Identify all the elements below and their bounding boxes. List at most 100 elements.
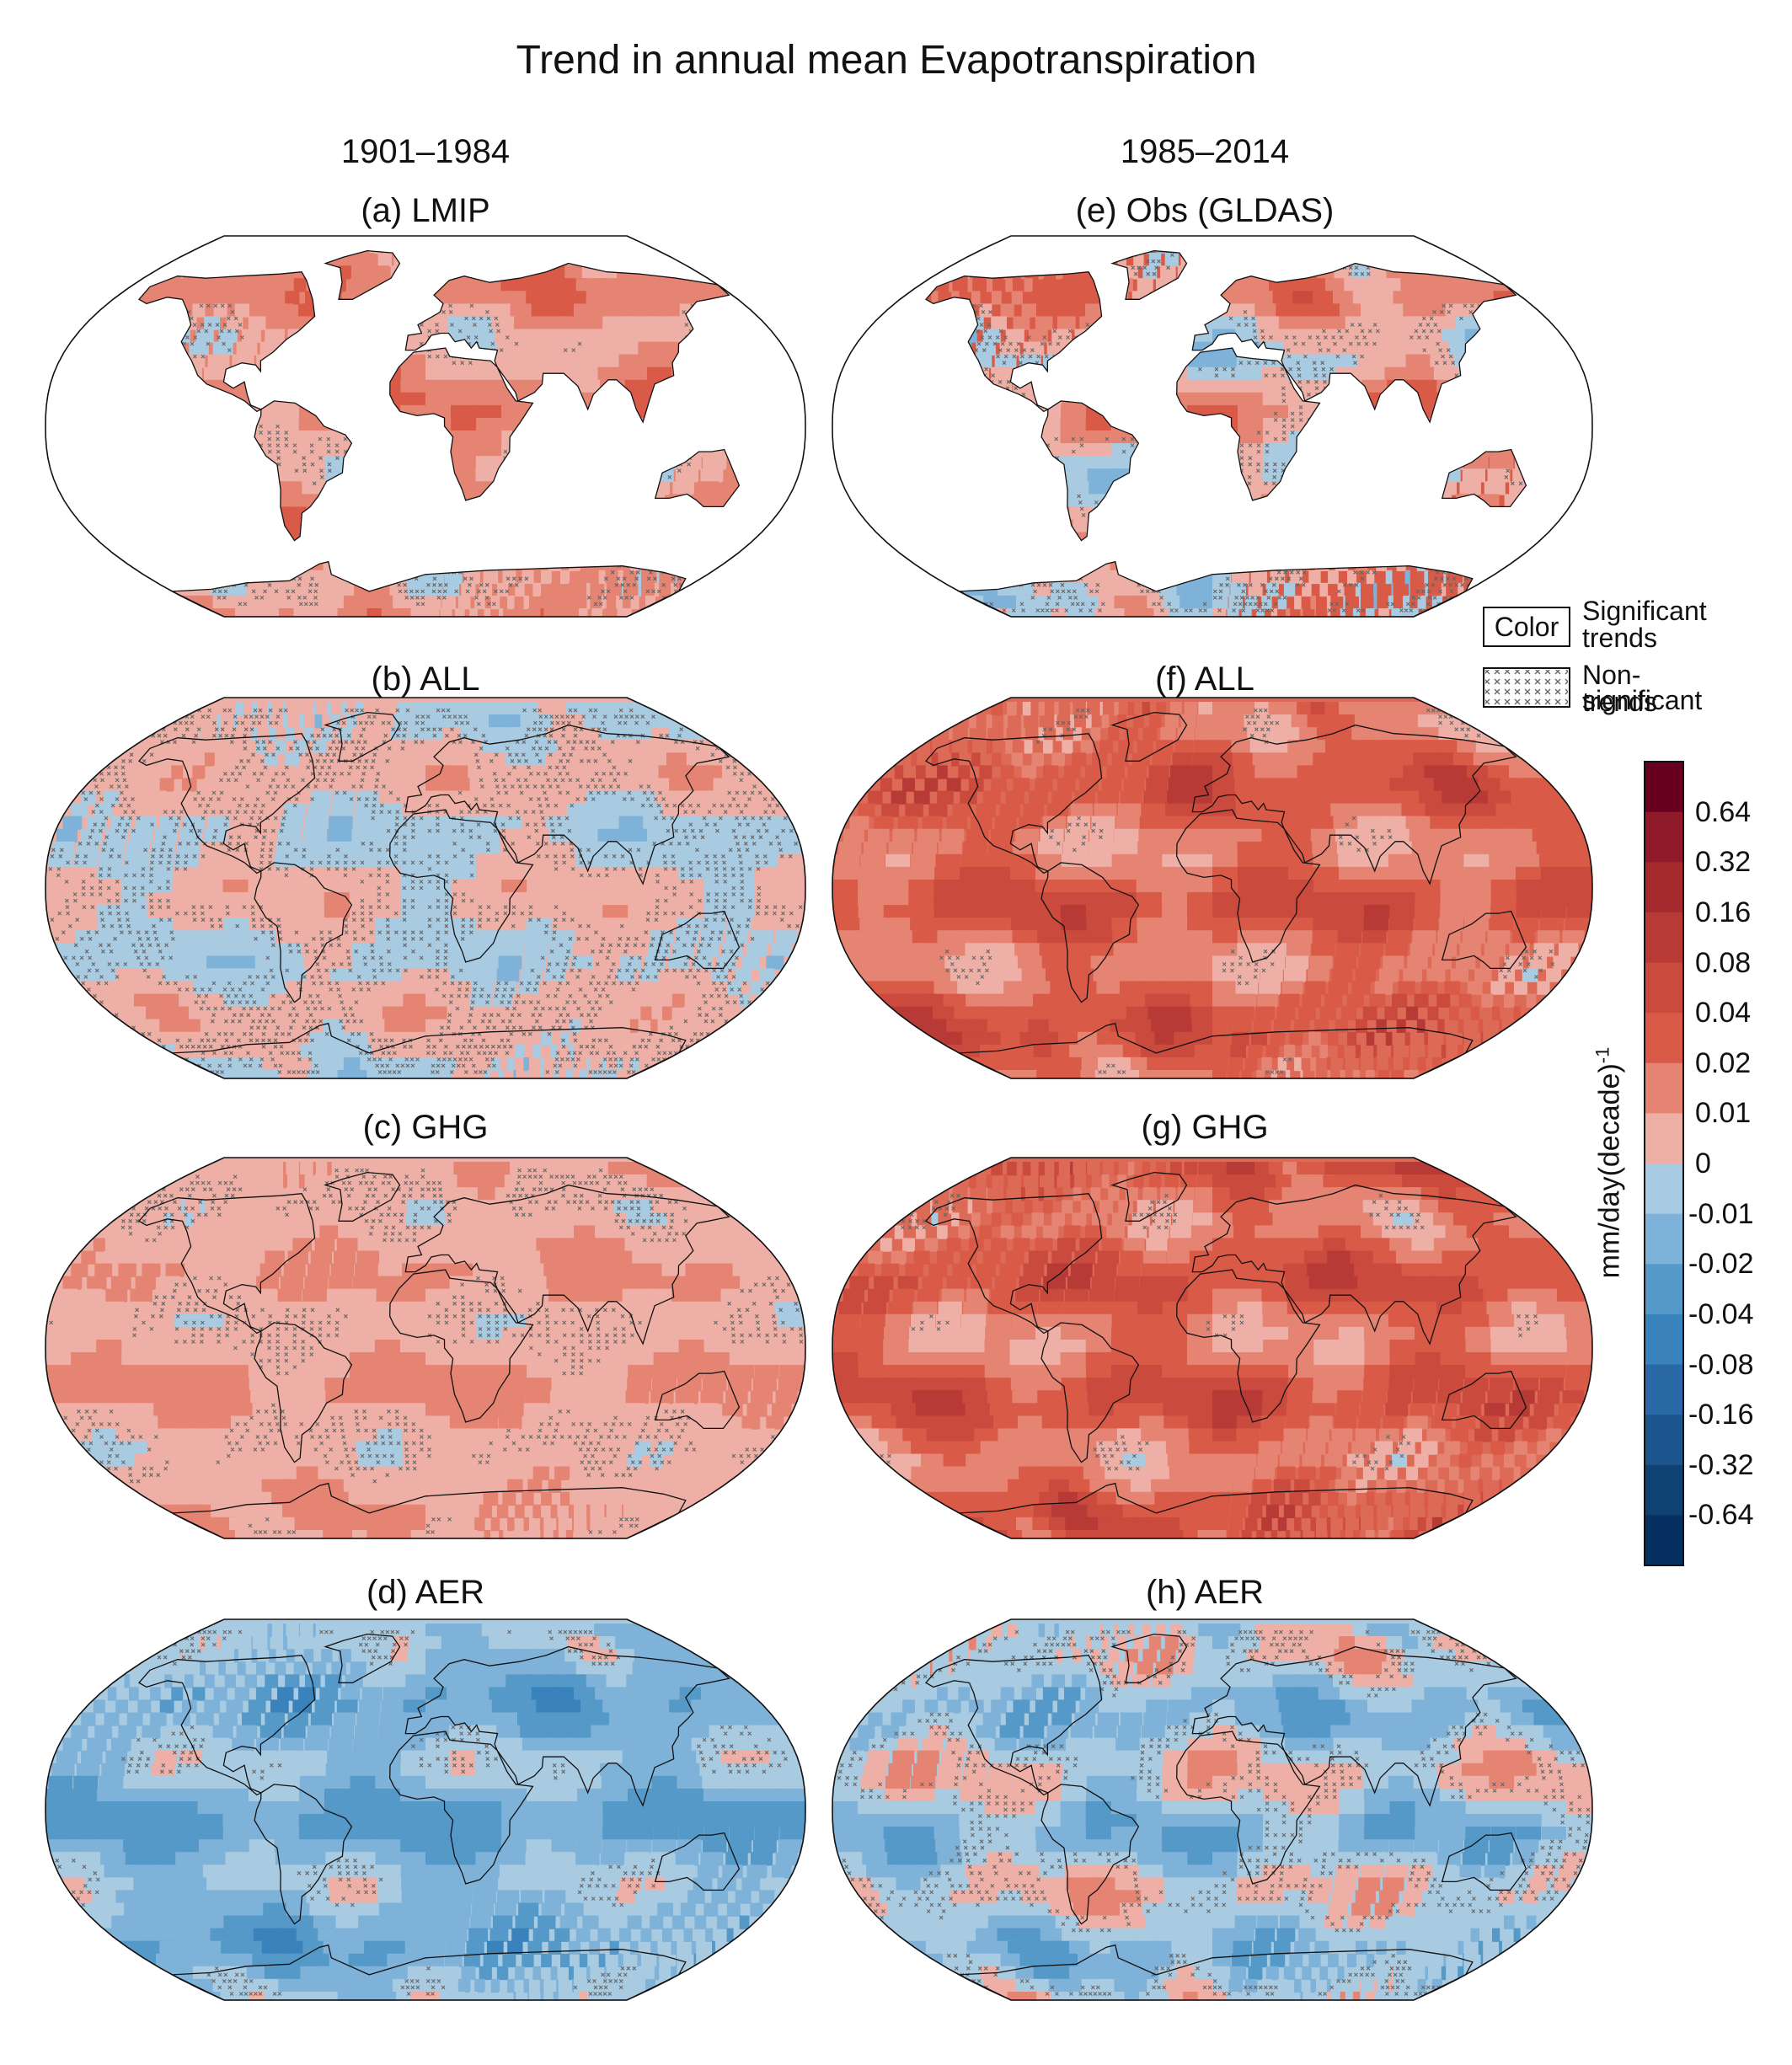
coastline-samerica (254, 1784, 353, 1925)
colorbar-segment (1645, 1013, 1683, 1064)
map-panel-a (45, 235, 806, 618)
coastline-namerica (137, 733, 316, 875)
coastline-greenland (324, 1171, 401, 1222)
trend-field-h (832, 1619, 1592, 2000)
panel-title-h: (h) AER (1145, 1574, 1265, 1611)
colorbar-tick-label: 0 (1695, 1148, 1711, 1180)
coastline-australia (1441, 910, 1527, 970)
coastline-eurasia (1191, 1645, 1517, 1807)
colorbar-segment (1645, 1164, 1683, 1215)
coastline-eurasia (404, 1645, 730, 1807)
colorbar-tick-label: -0.04 (1688, 1297, 1754, 1330)
coastline-samerica (1040, 1322, 1140, 1463)
panel-title-c: (c) GHG (362, 1109, 489, 1146)
trend-field-g (832, 1158, 1592, 1538)
coastline-africa (1176, 1731, 1321, 1885)
coastline-africa (389, 347, 534, 501)
colorbar-tick-label: 0.01 (1695, 1097, 1752, 1130)
trend-field-d (45, 1619, 805, 2000)
coastline-greenland (324, 1633, 401, 1683)
colorbar-segment (1645, 1464, 1683, 1516)
hatch-marks-g (880, 1193, 1538, 1471)
colorbar-tick-label: -0.02 (1688, 1248, 1754, 1281)
coastline-samerica (254, 1322, 353, 1463)
colorbar-tick-label: -0.16 (1688, 1399, 1754, 1431)
colorbar (1644, 761, 1684, 1566)
colorbar-segment (1645, 1364, 1683, 1415)
legend-hatch-box (1483, 667, 1570, 708)
trend-field-c (45, 1158, 805, 1538)
coastline-samerica (1040, 1784, 1140, 1925)
coastline-greenland (324, 249, 401, 300)
trend-field-f (832, 698, 1592, 1078)
colorbar-segment (1645, 1415, 1683, 1466)
colorbar-tick-label: 0.64 (1695, 795, 1752, 828)
coastline-africa (389, 809, 534, 963)
coastline-australia (654, 1832, 741, 1891)
coastline-africa (1176, 809, 1321, 963)
coastline-greenland (324, 711, 401, 762)
coastline-eurasia (404, 724, 730, 885)
legend-significant-line2: trends (1582, 623, 1657, 653)
coastline-samerica (1040, 862, 1140, 1003)
coastline-africa (389, 1269, 534, 1423)
coastline-eurasia (1191, 1184, 1517, 1345)
colorbar-unit-text: mm/day(decade) (1593, 1063, 1626, 1279)
hatch-marks-b (48, 708, 803, 1074)
colorbar-segment (1645, 1313, 1683, 1366)
hatch-marks-h (837, 1629, 1591, 1996)
period-label-left: 1901–1984 (340, 133, 511, 170)
colorbar-segment (1645, 1213, 1683, 1265)
globe-frame-b (45, 697, 806, 1079)
coastline-namerica (137, 271, 316, 413)
panel-title-f: (f) ALL (1155, 661, 1254, 698)
map-panel-b (45, 697, 806, 1079)
colorbar-segment (1645, 1515, 1683, 1566)
colorbar-unit-label: mm/day(decade)-1 (1591, 1047, 1626, 1279)
colorbar-segment (1645, 912, 1683, 964)
colorbar-segment (1645, 1264, 1683, 1315)
map-panel-g (832, 1157, 1593, 1539)
period-label-right: 1985–2014 (1120, 133, 1290, 170)
panel-title-b: (b) ALL (371, 661, 480, 698)
coastlines-d (137, 1633, 741, 2001)
panel-title-e: (e) Obs (GLDAS) (1075, 192, 1335, 229)
coastline-greenland (1110, 1171, 1188, 1222)
panel-title-g: (g) GHG (1141, 1109, 1269, 1146)
colorbar-tick-label: 0.02 (1695, 1046, 1752, 1079)
coastline-eurasia (1191, 262, 1517, 424)
coastline-greenland (1110, 711, 1188, 762)
colorbar-tick-label: -0.08 (1688, 1348, 1754, 1381)
coastline-eurasia (404, 262, 730, 424)
coastline-namerica (924, 733, 1103, 875)
colorbar-segment (1645, 811, 1683, 863)
colorbar-unit-exponent: -1 (1591, 1046, 1613, 1064)
coastline-namerica (924, 271, 1103, 413)
coastline-samerica (254, 400, 353, 542)
colorbar-segment (1645, 962, 1683, 1014)
colorbar-tick-label: -0.01 (1688, 1197, 1754, 1230)
globe-frame-e (832, 235, 1593, 618)
panel-title-a: (a) LMIP (361, 192, 490, 229)
colorbar-tick-label: 0.04 (1695, 997, 1752, 1030)
colorbar-tick-label: -0.32 (1688, 1448, 1754, 1481)
coastline-samerica (1040, 400, 1140, 542)
panel-title-d: (d) AER (366, 1574, 485, 1611)
globe-frame-h (832, 1618, 1593, 2001)
globe-frame-g (832, 1157, 1593, 1539)
colorbar-segment (1645, 762, 1683, 813)
coastline-africa (1176, 347, 1321, 501)
hatch-marks-d (55, 1629, 788, 1996)
coastline-australia (654, 1370, 741, 1430)
colorbar-tick-label: -0.64 (1688, 1499, 1754, 1532)
map-panel-f (832, 697, 1593, 1079)
trend-field-b (45, 698, 805, 1078)
coastline-africa (389, 1731, 534, 1885)
colorbar-segment (1645, 1113, 1683, 1164)
coastline-samerica (254, 862, 353, 1003)
coastline-namerica (924, 1655, 1103, 1796)
coastline-australia (1441, 1832, 1527, 1891)
globe-frame-a (45, 235, 806, 618)
legend-color-box: Color (1483, 607, 1570, 647)
coastlines-e (924, 249, 1527, 618)
